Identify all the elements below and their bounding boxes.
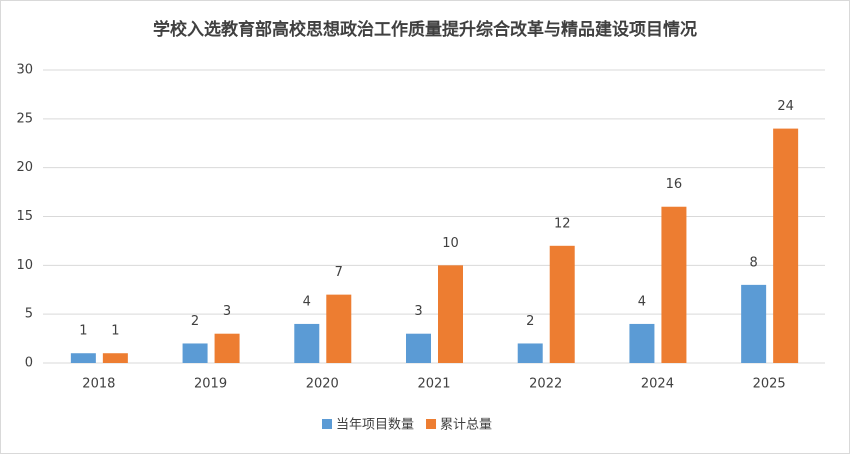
data-label: 3 (223, 304, 231, 319)
bar (773, 128, 799, 363)
x-tick-label: 2025 (753, 377, 786, 392)
bar (661, 206, 687, 363)
data-label: 2 (526, 314, 534, 329)
bar (70, 353, 96, 363)
y-tick-label: 10 (16, 258, 33, 273)
data-label: 1 (79, 324, 87, 339)
data-label: 24 (777, 99, 794, 114)
x-tick-label: 2021 (417, 377, 450, 392)
x-tick-label: 2022 (529, 377, 562, 392)
chart-title: 学校入选教育部高校思想政治工作质量提升综合改革与精品建设项目情况 (153, 19, 697, 40)
x-tick-label: 2019 (194, 377, 227, 392)
y-tick-label: 0 (25, 356, 33, 371)
bar (214, 333, 240, 363)
data-label: 4 (638, 294, 646, 309)
legend-label: 累计总量 (440, 418, 492, 433)
bar (549, 245, 575, 363)
x-tick-label: 2020 (306, 377, 339, 392)
x-tick-label: 2018 (82, 377, 115, 392)
bar (629, 323, 655, 363)
bar (741, 284, 767, 363)
data-label: 2 (191, 314, 199, 329)
data-label: 7 (335, 265, 343, 280)
bar (182, 343, 208, 363)
bar (438, 265, 463, 363)
data-label: 12 (554, 216, 571, 231)
bar (102, 353, 128, 363)
data-label: 3 (414, 304, 422, 319)
data-label: 16 (666, 177, 683, 192)
legend-swatch (426, 419, 437, 429)
data-label: 10 (442, 236, 459, 251)
y-tick-label: 5 (25, 307, 33, 322)
bar (406, 333, 431, 363)
x-tick-label: 2024 (641, 377, 674, 392)
legend-swatch (322, 419, 332, 429)
y-tick-label: 20 (16, 160, 33, 175)
data-label: 1 (111, 324, 119, 339)
bar (517, 343, 543, 363)
bar (326, 294, 352, 363)
data-label: 4 (303, 294, 311, 309)
y-tick-label: 30 (16, 63, 33, 78)
bar (294, 323, 320, 363)
data-label: 8 (750, 255, 758, 270)
legend-label: 当年项目数量 (336, 418, 414, 433)
y-tick-label: 25 (16, 111, 33, 126)
y-tick-label: 15 (16, 209, 33, 224)
